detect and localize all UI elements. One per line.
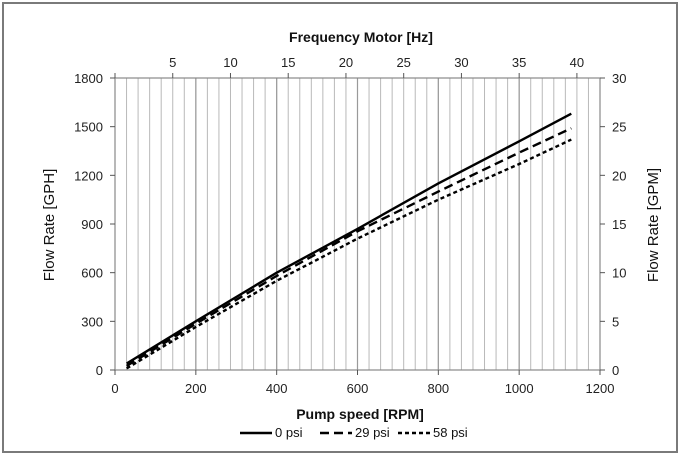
y2-axis-title: Flow Rate [GPM] (645, 168, 662, 282)
y2-tick-label: 20 (612, 168, 626, 183)
y-axis-title: Flow Rate [GPH] (41, 169, 58, 282)
series-line-58-psi (126, 138, 572, 370)
y-tick-label: 1500 (74, 120, 103, 135)
y2-tick-label: 10 (612, 266, 626, 281)
y-tick-label: 900 (81, 217, 103, 232)
x-tick-label: 0 (111, 381, 118, 396)
x-tick-label: 400 (266, 381, 288, 396)
x-tick-label: 1000 (505, 381, 534, 396)
series-line-29-psi (126, 127, 572, 367)
x2-tick-label: 40 (570, 55, 584, 70)
y2-tick-label: 5 (612, 314, 619, 329)
x-tick-label: 1200 (586, 381, 615, 396)
x2-tick-label: 25 (396, 55, 410, 70)
x-axis-title: Pump speed [RPM] (296, 406, 424, 422)
y-tick-label: 1800 (74, 71, 103, 86)
y2-tick-label: 0 (612, 363, 619, 378)
y-tick-label: 600 (81, 266, 103, 281)
y2-tick-label: 15 (612, 217, 626, 232)
x-tick-label: 800 (427, 381, 449, 396)
x-tick-label: 200 (185, 381, 207, 396)
legend-label: 0 psi (275, 425, 303, 440)
x-tick-label: 600 (347, 381, 369, 396)
x2-tick-label: 20 (339, 55, 353, 70)
y2-tick-label: 25 (612, 120, 626, 135)
x2-tick-label: 30 (454, 55, 468, 70)
x2-tick-label: 10 (223, 55, 237, 70)
y2-tick-label: 30 (612, 71, 626, 86)
legend-label: 29 psi (355, 425, 390, 440)
legend: 0 psi 29 psi 58 psi (240, 425, 468, 440)
series-lines (126, 112, 572, 370)
y-tick-label: 0 (96, 363, 103, 378)
x2-tick-label: 5 (169, 55, 176, 70)
x2-tick-label: 35 (512, 55, 526, 70)
x2-axis-title: Frequency Motor [Hz] (289, 29, 433, 45)
x2-tick-label: 15 (281, 55, 295, 70)
legend-label: 58 psi (433, 425, 468, 440)
y-tick-label: 300 (81, 314, 103, 329)
series-line-0-psi (126, 112, 572, 365)
y-tick-label: 1200 (74, 168, 103, 183)
